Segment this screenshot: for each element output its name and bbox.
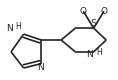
Text: O: O	[80, 7, 87, 16]
Text: H: H	[97, 48, 102, 57]
Text: S: S	[91, 19, 97, 28]
Text: O: O	[101, 7, 107, 16]
Text: N: N	[6, 24, 13, 33]
Text: N: N	[37, 63, 44, 72]
Text: N: N	[86, 50, 93, 59]
Text: H: H	[15, 22, 21, 31]
